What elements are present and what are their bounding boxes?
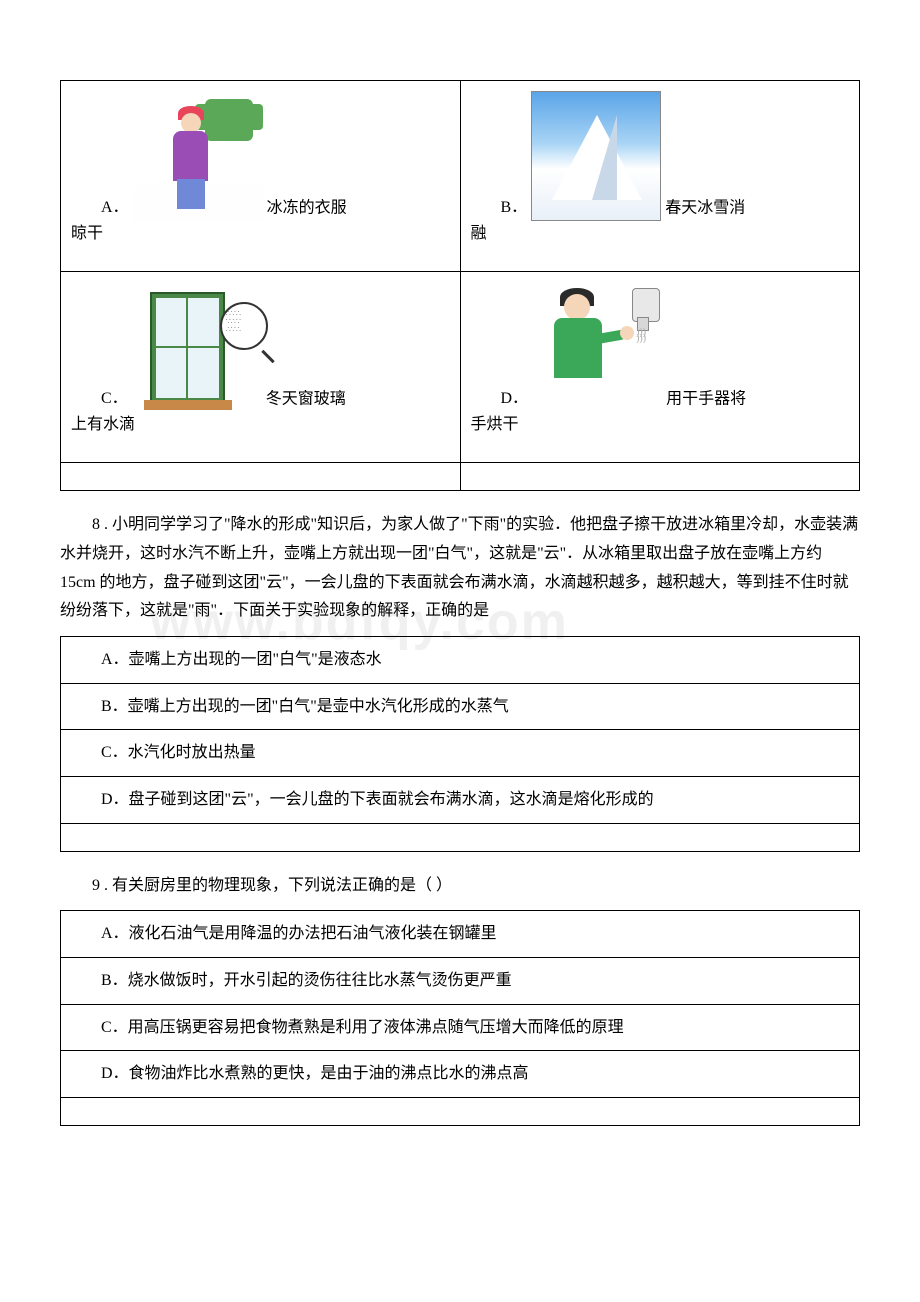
q9-stem: 9 . 有关厨房里的物理现象，下列说法正确的是（ ） <box>60 872 860 901</box>
q7-a-text1: 冰冻的衣服 <box>267 199 347 216</box>
q7-c-label: C． <box>101 386 128 412</box>
q8-empty-cell <box>61 823 860 851</box>
q7-c-text1: 冬天窗玻璃 <box>266 390 346 407</box>
q9-option-d: D．食物油炸比水煮熟的更快，是由于油的沸点比水的沸点高 <box>61 1051 860 1098</box>
q7-c-text2: 上有水滴 <box>71 412 450 438</box>
hand-dryer-illustration: ))) ))) <box>532 282 662 412</box>
q7-d-label: D． <box>501 386 529 412</box>
q7-a-text2: 晾干 <box>71 221 450 247</box>
q7-option-d-cell: D． ))) ))) 用干手器将 手烘干 <box>460 272 860 463</box>
q7-options-table: A． 冰冻的衣服 晾干 B． 春天冰雪消 融 <box>60 80 860 491</box>
q8-answer-table: A．壶嘴上方出现的一团"白气"是液态水 B．壶嘴上方出现的一团"白气"是壶中水汽… <box>60 636 860 851</box>
clothes-drying-illustration <box>133 91 263 221</box>
q7-b-text2: 融 <box>471 221 850 247</box>
q8-option-a: A．壶嘴上方出现的一团"白气"是液态水 <box>61 637 860 684</box>
q8-option-c: C．水汽化时放出热量 <box>61 730 860 777</box>
q9-answer-table: A．液化石油气是用降温的办法把石油气液化装在钢罐里 B．烧水做饭时，开水引起的烫… <box>60 910 860 1125</box>
q9-option-c: C．用高压锅更容易把食物煮熟是利用了液体沸点随气压增大而降低的原理 <box>61 1004 860 1051</box>
q7-option-b-cell: B． 春天冰雪消 融 <box>460 81 860 272</box>
q7-option-c-cell: C． ∴∵∴∵∴∵∴∵∴ 冬天窗玻璃 上有水滴 <box>61 272 461 463</box>
q7-empty-cell-2 <box>460 463 860 491</box>
snow-mountain-illustration <box>531 91 661 221</box>
q8-stem: 8 . 小明同学学习了"降水的形成"知识后，为家人做了"下雨"的实验．他把盘子擦… <box>60 511 860 626</box>
q9-empty-cell <box>61 1097 860 1125</box>
q7-a-label: A． <box>101 195 129 221</box>
q9-option-a: A．液化石油气是用降温的办法把石油气液化装在钢罐里 <box>61 911 860 958</box>
q7-empty-cell-1 <box>61 463 461 491</box>
q7-option-a-cell: A． 冰冻的衣服 晾干 <box>61 81 461 272</box>
q7-d-text1: 用干手器将 <box>666 390 746 407</box>
q7-b-label: B． <box>501 195 528 221</box>
q9-option-b: B．烧水做饭时，开水引起的烫伤往往比水蒸气烫伤更严重 <box>61 957 860 1004</box>
q7-d-text2: 手烘干 <box>471 412 850 438</box>
window-droplets-illustration: ∴∵∴∵∴∵∴∵∴ <box>132 282 262 412</box>
q8-option-d: D．盘子碰到这团"云"，一会儿盘的下表面就会布满水滴，这水滴是熔化形成的 <box>61 776 860 823</box>
q8-option-b: B．壶嘴上方出现的一团"白气"是壶中水汽化形成的水蒸气 <box>61 683 860 730</box>
q7-b-text1: 春天冰雪消 <box>665 199 745 216</box>
